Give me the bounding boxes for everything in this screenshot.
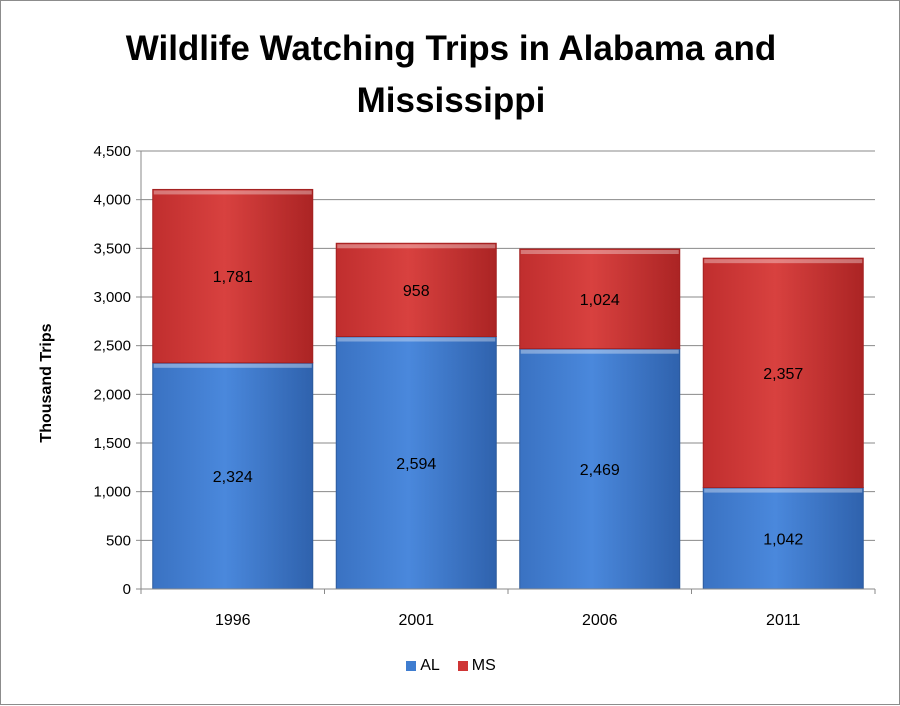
y-tick-label: 4,000 <box>93 192 131 209</box>
y-tick-label: 1,500 <box>93 435 131 452</box>
legend-item-ms: MS <box>457 657 496 675</box>
bar-ms-2011 <box>702 257 864 489</box>
y-tick-label: 500 <box>106 532 131 549</box>
bar-highlight <box>153 190 312 195</box>
y-tick-label: 4,500 <box>93 143 131 160</box>
data-label-ms-1996: 1,781 <box>213 269 253 286</box>
bar-al-1996 <box>152 362 314 590</box>
legend: AL MS <box>1 657 900 675</box>
data-label-ms-2001: 958 <box>403 283 430 300</box>
data-label-ms-2011: 2,357 <box>763 366 803 383</box>
chart-title: Wildlife Watching Trips in Alabama and M… <box>125 29 777 120</box>
bar-highlight <box>704 488 863 493</box>
data-label-al-2011: 1,042 <box>763 531 803 548</box>
legend-swatch-al <box>406 661 417 671</box>
x-tick-label: 2011 <box>766 612 801 629</box>
legend-item-al: AL <box>406 657 440 675</box>
bar-highlight <box>153 363 312 368</box>
bar-ms-1996 <box>152 188 314 364</box>
x-tick-label: 2006 <box>582 612 618 629</box>
y-tick-label: 3,000 <box>93 289 131 306</box>
y-tick-label: 1,000 <box>93 484 131 501</box>
legend-swatch-ms <box>457 661 468 671</box>
data-label-ms-2006: 1,024 <box>580 292 620 309</box>
data-label-al-1996: 2,324 <box>213 469 253 486</box>
bar-al-2001 <box>335 336 497 590</box>
y-tick-label: 2,000 <box>93 386 131 403</box>
bar-highlight <box>337 244 496 249</box>
bar-highlight <box>520 250 679 255</box>
bar-ms-2006 <box>519 248 681 350</box>
y-tick-label: 2,500 <box>93 338 131 355</box>
x-tick-label: 2001 <box>398 612 434 629</box>
data-label-al-2006: 2,469 <box>580 462 620 479</box>
legend-label-ms: MS <box>471 657 496 674</box>
bar-al-2006 <box>519 348 681 590</box>
y-tick-label: 0 <box>123 581 131 598</box>
legend-label-al: AL <box>420 657 440 674</box>
bar-ms-2001 <box>335 242 497 338</box>
x-tick-label: 1996 <box>215 612 251 629</box>
bar-highlight <box>337 337 496 342</box>
y-tick-label: 3,500 <box>93 240 131 257</box>
bar-highlight <box>704 259 863 264</box>
bar-highlight <box>520 349 679 354</box>
data-label-al-2001: 2,594 <box>396 456 436 473</box>
